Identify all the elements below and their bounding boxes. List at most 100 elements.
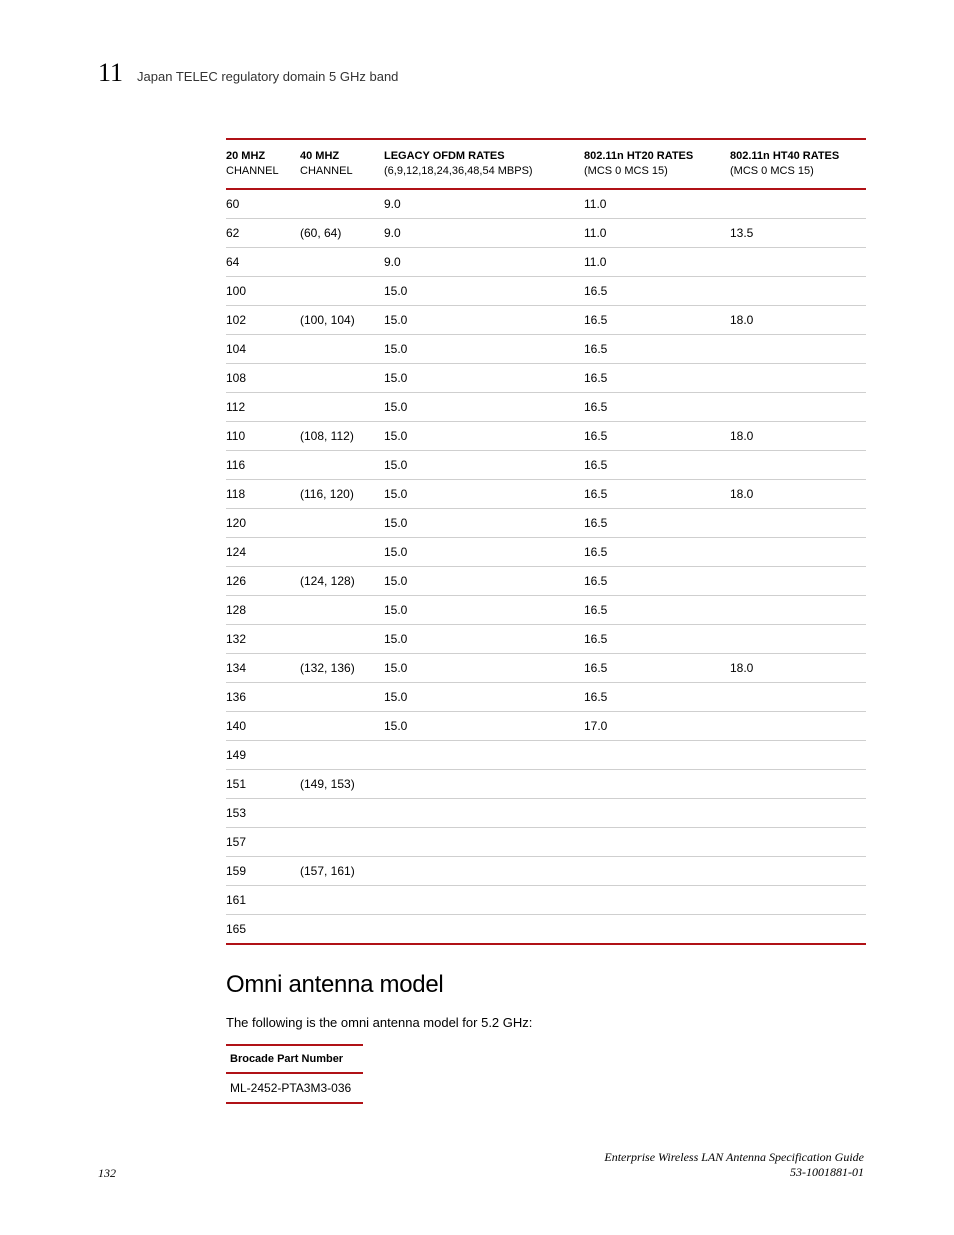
cell-ht20: 16.5 xyxy=(584,653,730,682)
doc-title: Enterprise Wireless LAN Antenna Specific… xyxy=(604,1150,864,1164)
rates-table: 20 MHZ CHANNEL 40 MHZ CHANNEL LEGACY OFD… xyxy=(226,138,866,945)
section-intro: The following is the omni antenna model … xyxy=(226,1015,864,1030)
rates-table-container: 20 MHZ CHANNEL 40 MHZ CHANNEL LEGACY OFD… xyxy=(226,138,866,945)
cell-c20: 112 xyxy=(226,392,300,421)
cell-legacy xyxy=(384,827,584,856)
cell-legacy: 15.0 xyxy=(384,305,584,334)
part-number-table: Brocade Part Number ML-2452-PTA3M3-036 xyxy=(226,1044,363,1104)
col-ht40-header: 802.11n HT40 RATES (MCS 0 MCS 15) xyxy=(730,139,866,189)
part-number-value: ML-2452-PTA3M3-036 xyxy=(226,1073,363,1103)
cell-ht40 xyxy=(730,334,866,363)
cell-ht20: 16.5 xyxy=(584,479,730,508)
cell-ht20: 16.5 xyxy=(584,566,730,595)
cell-c40 xyxy=(300,711,384,740)
cell-ht20: 11.0 xyxy=(584,247,730,276)
cell-ht40 xyxy=(730,711,866,740)
chapter-title: Japan TELEC regulatory domain 5 GHz band xyxy=(137,69,398,84)
cell-ht40 xyxy=(730,682,866,711)
cell-legacy: 15.0 xyxy=(384,479,584,508)
cell-c40 xyxy=(300,798,384,827)
cell-legacy: 9.0 xyxy=(384,218,584,247)
cell-c20: 151 xyxy=(226,769,300,798)
cell-ht20: 16.5 xyxy=(584,537,730,566)
col-ht20-header: 802.11n HT20 RATES (MCS 0 MCS 15) xyxy=(584,139,730,189)
cell-ht20: 16.5 xyxy=(584,392,730,421)
table-row: 13215.016.5 xyxy=(226,624,866,653)
cell-c40: (108, 112) xyxy=(300,421,384,450)
cell-c40 xyxy=(300,450,384,479)
cell-ht20: 11.0 xyxy=(584,218,730,247)
cell-ht20: 11.0 xyxy=(584,189,730,219)
cell-ht20: 16.5 xyxy=(584,363,730,392)
cell-c20: 108 xyxy=(226,363,300,392)
cell-ht20 xyxy=(584,769,730,798)
cell-legacy: 15.0 xyxy=(384,653,584,682)
cell-c20: 100 xyxy=(226,276,300,305)
cell-c20: 118 xyxy=(226,479,300,508)
cell-c20: 149 xyxy=(226,740,300,769)
cell-c40 xyxy=(300,740,384,769)
cell-c40 xyxy=(300,508,384,537)
table-row: 12415.016.5 xyxy=(226,537,866,566)
footer-right: Enterprise Wireless LAN Antenna Specific… xyxy=(604,1150,864,1181)
cell-c40 xyxy=(300,885,384,914)
rates-table-head: 20 MHZ CHANNEL 40 MHZ CHANNEL LEGACY OFD… xyxy=(226,139,866,189)
cell-ht20: 16.5 xyxy=(584,508,730,537)
cell-ht40 xyxy=(730,885,866,914)
cell-ht40 xyxy=(730,392,866,421)
section-heading-omni: Omni antenna model xyxy=(226,971,864,999)
cell-c20: 102 xyxy=(226,305,300,334)
table-row: 12815.016.5 xyxy=(226,595,866,624)
table-row: 126(124, 128)15.016.5 xyxy=(226,566,866,595)
cell-ht40 xyxy=(730,276,866,305)
cell-ht40 xyxy=(730,740,866,769)
cell-c40: (157, 161) xyxy=(300,856,384,885)
col-40mhz-header: 40 MHZ CHANNEL xyxy=(300,139,384,189)
col-header-line2: (MCS 0 MCS 15) xyxy=(584,164,724,179)
header-row: 20 MHZ CHANNEL 40 MHZ CHANNEL LEGACY OFD… xyxy=(226,139,866,189)
cell-c20: 62 xyxy=(226,218,300,247)
cell-legacy: 9.0 xyxy=(384,189,584,219)
cell-ht40 xyxy=(730,914,866,944)
table-row: 157 xyxy=(226,827,866,856)
cell-ht20: 16.5 xyxy=(584,421,730,450)
table-row: 118(116, 120)15.016.518.0 xyxy=(226,479,866,508)
cell-legacy: 15.0 xyxy=(384,363,584,392)
cell-c20: 110 xyxy=(226,421,300,450)
table-row: 102(100, 104)15.016.518.0 xyxy=(226,305,866,334)
cell-c40: (116, 120) xyxy=(300,479,384,508)
table-row: 649.011.0 xyxy=(226,247,866,276)
cell-c20: 157 xyxy=(226,827,300,856)
cell-ht40: 18.0 xyxy=(730,421,866,450)
table-row: 13615.016.5 xyxy=(226,682,866,711)
cell-ht20: 17.0 xyxy=(584,711,730,740)
cell-c20: 153 xyxy=(226,798,300,827)
cell-ht40: 18.0 xyxy=(730,305,866,334)
cell-c40 xyxy=(300,276,384,305)
cell-ht20 xyxy=(584,740,730,769)
running-header: 11 Japan TELEC regulatory domain 5 GHz b… xyxy=(98,58,864,88)
cell-legacy: 15.0 xyxy=(384,624,584,653)
cell-legacy: 15.0 xyxy=(384,682,584,711)
cell-c20: 134 xyxy=(226,653,300,682)
col-header-line1: LEGACY OFDM RATES xyxy=(384,150,505,162)
cell-ht20: 16.5 xyxy=(584,334,730,363)
document-page: 11 Japan TELEC regulatory domain 5 GHz b… xyxy=(0,0,954,1235)
cell-c40 xyxy=(300,363,384,392)
cell-ht40 xyxy=(730,363,866,392)
table-row: 10415.016.5 xyxy=(226,334,866,363)
cell-c40 xyxy=(300,189,384,219)
cell-ht40 xyxy=(730,595,866,624)
cell-ht40 xyxy=(730,624,866,653)
cell-ht20 xyxy=(584,827,730,856)
cell-c20: 140 xyxy=(226,711,300,740)
col-header-line1: 802.11n HT20 RATES xyxy=(584,150,693,162)
cell-c40: (100, 104) xyxy=(300,305,384,334)
cell-legacy: 15.0 xyxy=(384,566,584,595)
cell-legacy: 15.0 xyxy=(384,711,584,740)
page-footer: 132 Enterprise Wireless LAN Antenna Spec… xyxy=(98,1150,864,1181)
table-row: 151(149, 153) xyxy=(226,769,866,798)
cell-ht20: 16.5 xyxy=(584,276,730,305)
cell-legacy xyxy=(384,885,584,914)
cell-c20: 132 xyxy=(226,624,300,653)
